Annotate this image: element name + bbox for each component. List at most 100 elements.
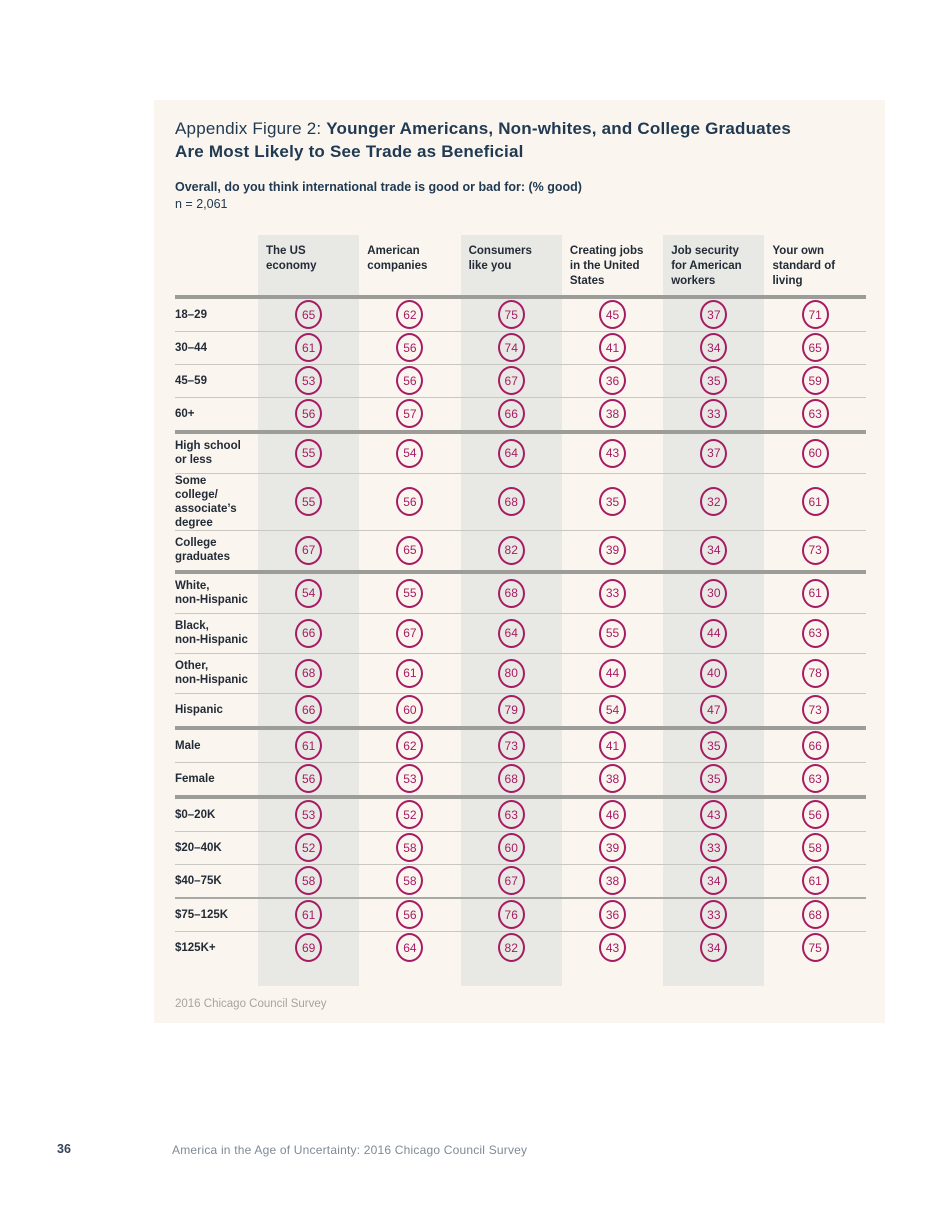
value-cell: 56 bbox=[359, 332, 460, 364]
value-cell: 44 bbox=[562, 654, 663, 693]
value-circle: 53 bbox=[396, 764, 424, 794]
value-circle: 74 bbox=[497, 333, 525, 363]
value-cell: 33 bbox=[663, 898, 765, 931]
value-circle: 56 bbox=[396, 900, 424, 930]
value-circle: 39 bbox=[599, 833, 627, 863]
value-cell: 53 bbox=[359, 763, 460, 795]
value-cell: 64 bbox=[460, 433, 562, 473]
row-divider bbox=[175, 472, 866, 474]
value-circle: 75 bbox=[801, 933, 829, 963]
value-circle: 71 bbox=[801, 300, 829, 330]
value-cell: 58 bbox=[764, 832, 865, 864]
row-label: High school or less bbox=[175, 440, 241, 467]
value-cell: 56 bbox=[764, 799, 865, 831]
value-cell: 60 bbox=[764, 434, 865, 473]
appendix-figure-2: Appendix Figure 2: Younger Americans, No… bbox=[154, 100, 885, 1023]
value-circle: 78 bbox=[801, 658, 829, 688]
value-circle: 35 bbox=[700, 764, 728, 794]
value-circle: 34 bbox=[700, 535, 728, 565]
value-circle: 63 bbox=[801, 618, 829, 648]
column-header: Your own standard of living bbox=[772, 244, 836, 288]
value-circle: 56 bbox=[396, 333, 424, 363]
value-cell: 75 bbox=[460, 298, 562, 331]
row-label: 60+ bbox=[175, 407, 195, 420]
value-cell: 38 bbox=[562, 763, 663, 795]
value-circle: 33 bbox=[599, 578, 627, 608]
value-cell: 54 bbox=[258, 573, 360, 613]
page-number: 36 bbox=[57, 1142, 71, 1156]
value-circle: 60 bbox=[497, 833, 525, 863]
row-divider bbox=[175, 529, 866, 531]
table-row: High school or less 55 54 64 43 37 60 bbox=[175, 433, 866, 473]
value-circle: 64 bbox=[396, 933, 424, 963]
value-cell: 79 bbox=[460, 693, 562, 726]
band-tail-cell bbox=[460, 963, 562, 986]
value-circle: 64 bbox=[497, 438, 525, 468]
value-cell: 35 bbox=[562, 474, 663, 530]
value-cell: 54 bbox=[359, 434, 460, 473]
table-row: $20–40K 52 58 60 39 33 58 bbox=[175, 831, 866, 864]
value-cell: 67 bbox=[359, 614, 460, 653]
value-cell: 61 bbox=[764, 474, 865, 530]
table-row: 30–44 61 56 74 41 34 65 bbox=[175, 331, 866, 364]
value-circle: 44 bbox=[599, 658, 627, 688]
value-circle: 41 bbox=[599, 333, 627, 363]
value-circle: 52 bbox=[295, 833, 323, 863]
value-circle: 39 bbox=[599, 535, 627, 565]
value-circle: 61 bbox=[801, 578, 829, 608]
value-circle: 61 bbox=[801, 866, 829, 896]
row-label: College graduates bbox=[175, 537, 230, 564]
value-circle: 41 bbox=[599, 731, 627, 761]
trade-table: The US economy American companies Consumer… bbox=[175, 234, 866, 986]
value-cell: 69 bbox=[258, 931, 360, 964]
value-cell: 34 bbox=[663, 864, 765, 897]
row-label: Female bbox=[175, 772, 215, 785]
row-divider bbox=[175, 652, 866, 654]
value-circle: 73 bbox=[497, 731, 525, 761]
row-label: White, non-Hispanic bbox=[175, 580, 248, 607]
value-circle: 60 bbox=[801, 438, 829, 468]
value-circle: 34 bbox=[700, 866, 728, 896]
value-cell: 34 bbox=[663, 530, 765, 570]
value-circle: 35 bbox=[700, 366, 728, 396]
row-label: Some college/ associate’s degree bbox=[175, 474, 237, 529]
value-cell: 67 bbox=[258, 530, 360, 570]
column-header: Consumers like you bbox=[460, 234, 562, 295]
value-cell: 56 bbox=[258, 762, 360, 795]
figure-title-main: Younger Americans, Non-whites, and Colle… bbox=[175, 119, 792, 161]
value-circle: 61 bbox=[396, 658, 424, 688]
value-cell: 55 bbox=[562, 614, 663, 653]
value-circle: 30 bbox=[700, 578, 728, 608]
value-cell: 37 bbox=[663, 298, 765, 331]
value-circle: 54 bbox=[599, 695, 627, 725]
value-cell: 41 bbox=[562, 730, 663, 762]
value-circle: 66 bbox=[801, 731, 829, 761]
row-label: Hispanic bbox=[175, 703, 223, 716]
value-circle: 55 bbox=[295, 438, 323, 468]
value-circle: 62 bbox=[396, 731, 424, 761]
value-circle: 56 bbox=[295, 399, 323, 429]
row-divider bbox=[175, 612, 866, 614]
value-cell: 33 bbox=[663, 831, 765, 864]
value-cell: 55 bbox=[258, 433, 360, 473]
value-circle: 33 bbox=[700, 833, 728, 863]
header-row: The US economy American companies Consumer… bbox=[175, 234, 866, 295]
value-cell: 56 bbox=[359, 474, 460, 530]
value-circle: 63 bbox=[801, 399, 829, 429]
value-cell: 34 bbox=[663, 931, 765, 964]
value-cell: 43 bbox=[562, 932, 663, 964]
value-cell: 61 bbox=[359, 654, 460, 693]
value-circle: 82 bbox=[497, 933, 525, 963]
value-circle: 68 bbox=[497, 764, 525, 794]
value-circle: 56 bbox=[295, 764, 323, 794]
value-circle: 76 bbox=[497, 900, 525, 930]
page-footer: 36 America in the Age of Uncertainty: 20… bbox=[0, 1142, 950, 1162]
value-circle: 65 bbox=[801, 333, 829, 363]
value-circle: 58 bbox=[396, 866, 424, 896]
value-circle: 61 bbox=[801, 487, 829, 517]
footer-text: America in the Age of Uncertainty: 2016 … bbox=[172, 1143, 528, 1157]
row-divider bbox=[175, 692, 866, 694]
value-circle: 35 bbox=[599, 487, 627, 517]
value-cell: 57 bbox=[359, 398, 460, 430]
value-cell: 66 bbox=[764, 730, 865, 762]
